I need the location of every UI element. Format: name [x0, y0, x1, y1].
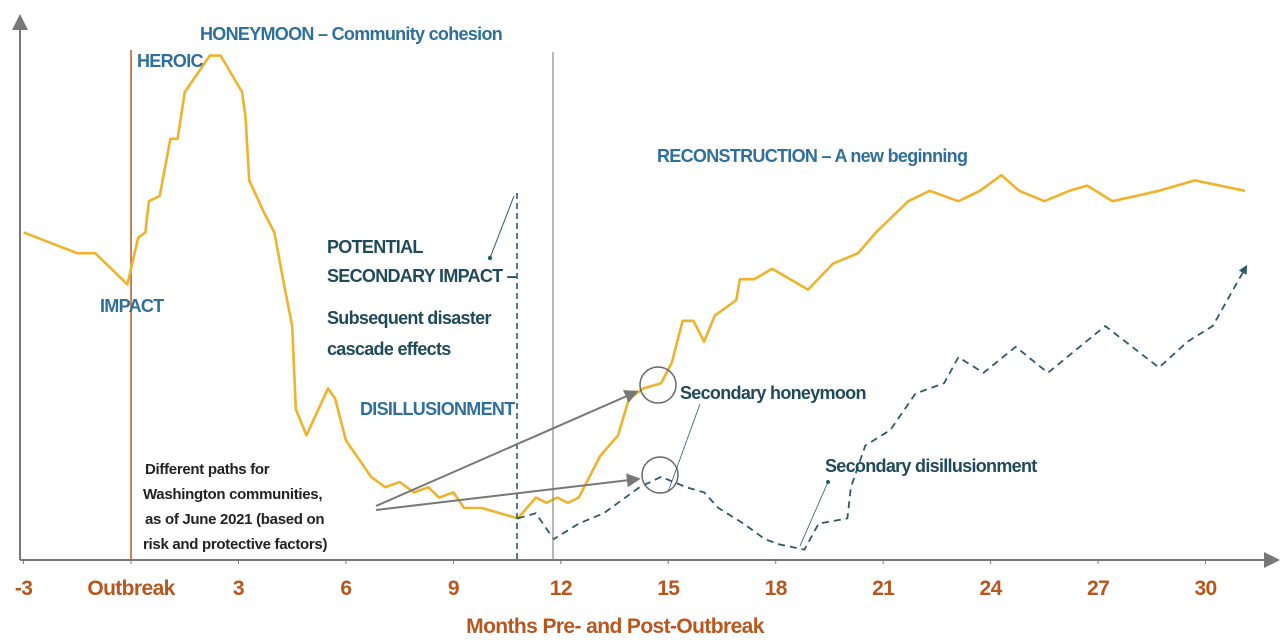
leader-line [489, 195, 515, 259]
note: risk and protective factors) [143, 536, 327, 553]
leader-line [667, 403, 701, 493]
annotation: cascade effects [327, 339, 451, 359]
annotation: HEROIC [137, 51, 204, 71]
note: Washington communities, [143, 486, 322, 503]
x-tick-label: 15 [657, 577, 680, 600]
annotation: Subsequent disaster [327, 308, 491, 328]
leader-dot [826, 480, 830, 484]
note: Different paths for [145, 461, 270, 478]
annotation: DISILLUSIONMENT [360, 399, 515, 419]
annotation: HONEYMOON – Community cohesion [200, 24, 502, 44]
x-tick-label: 9 [448, 577, 459, 600]
x-tick-label: -3 [15, 577, 32, 600]
x-tick-label: 6 [340, 577, 351, 600]
annotation: Secondary disillusionment [825, 456, 1037, 476]
series-line [23, 54, 1246, 520]
leader-dot [487, 255, 493, 261]
series-line [517, 264, 1248, 551]
arrow [375, 473, 641, 511]
annotation: SECONDARY IMPACT – [327, 266, 517, 286]
x-tick-label: 30 [1194, 577, 1216, 600]
highlight-circle [641, 456, 679, 494]
annotation: POTENTIAL [327, 237, 423, 257]
annotation: RECONSTRUCTION – A new beginning [657, 146, 967, 166]
x-axis-label: Months Pre- and Post-Outbreak [466, 615, 765, 638]
x-tick-label: 3 [233, 577, 244, 600]
annotation: Secondary honeymoon [680, 383, 866, 403]
x-tick-label: Outbreak [87, 577, 175, 600]
leader-line [799, 481, 829, 547]
note: as of June 2021 (based on [145, 511, 324, 528]
x-tick-label: 21 [872, 577, 895, 600]
x-tick-label: 24 [980, 577, 1003, 600]
x-tick-label: 18 [765, 577, 788, 600]
x-tick-label: 12 [550, 577, 572, 600]
x-tick-label: 27 [1087, 577, 1109, 600]
highlight-circle [639, 366, 677, 404]
annotation: IMPACT [100, 296, 164, 316]
plot-area [23, 50, 1248, 560]
arrow [375, 390, 639, 507]
